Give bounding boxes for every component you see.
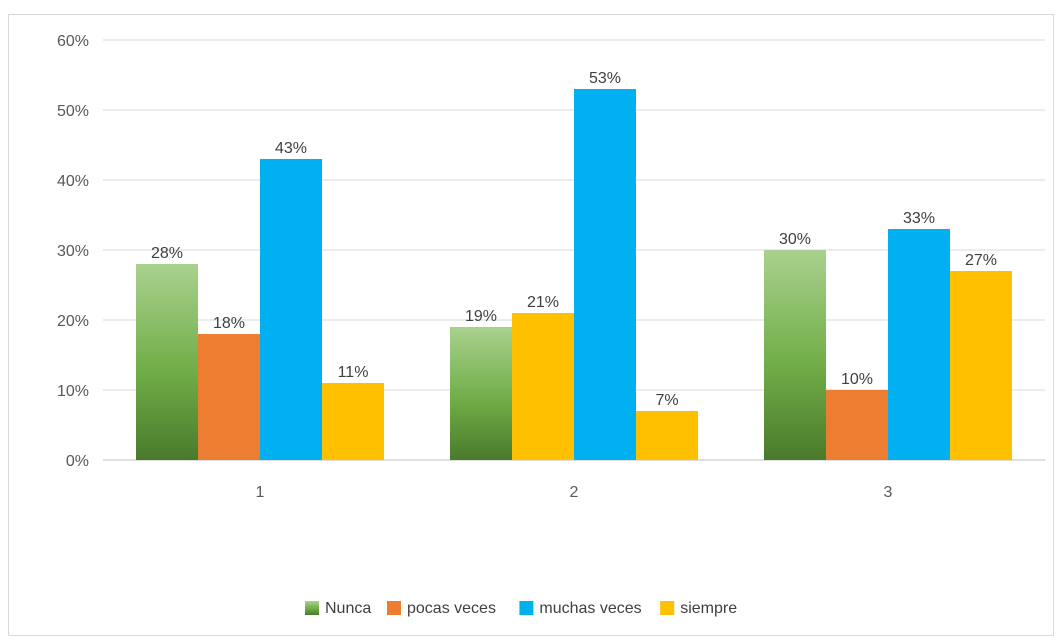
legend-swatch [519, 601, 534, 615]
legend-label: siempre [680, 600, 737, 617]
legend-swatch [387, 601, 401, 615]
legend-label: muchas veces [539, 600, 641, 617]
chart-area: 0% 10% 20% 30% 40% 50% 60% 28% 19% 30% 18% 10% 43% 5… [8, 14, 1054, 636]
bar-siempre-1 [322, 383, 384, 460]
y-tick-label: 0% [66, 453, 89, 470]
data-label: 53% [589, 70, 621, 87]
data-labels: 28% 19% 30% 18% 10% 43% 53% 33% 11% 27% 21% 7% [151, 70, 997, 409]
bar-nunca-3 [764, 250, 826, 460]
legend-label: pocas veces [407, 600, 496, 617]
data-label: 19% [465, 308, 497, 325]
data-label: 21% [527, 294, 559, 311]
bars [136, 89, 1012, 460]
bar-extra-2 [512, 313, 574, 460]
data-label: 28% [151, 245, 183, 262]
data-label: 33% [903, 210, 935, 227]
data-label: 27% [965, 252, 997, 269]
y-tick-label: 50% [57, 103, 89, 120]
legend: Nunca pocas veces muchas veces siempre [305, 600, 737, 617]
y-tick-label: 20% [57, 313, 89, 330]
bar-extra-2 [636, 411, 698, 460]
legend-label: Nunca [325, 600, 371, 617]
x-tick-label: 3 [884, 484, 893, 501]
data-label: 7% [655, 392, 678, 409]
x-tick-label: 1 [256, 484, 265, 501]
legend-swatch [660, 601, 675, 615]
x-tick-label: 2 [570, 484, 579, 501]
bar-nunca-1 [136, 264, 198, 460]
y-tick-label: 30% [57, 243, 89, 260]
y-tick-label: 60% [57, 33, 89, 50]
data-label: 30% [779, 231, 811, 248]
data-label: 11% [338, 364, 369, 381]
x-axis: 1 2 3 [256, 484, 893, 501]
bar-muchas-veces-1 [260, 159, 322, 460]
y-axis: 0% 10% 20% 30% 40% 50% 60% [57, 33, 89, 470]
data-label: 10% [841, 371, 873, 388]
bar-muchas-veces-2 [574, 89, 636, 460]
bar-pocas-veces-1 [198, 334, 260, 460]
y-tick-label: 40% [57, 173, 89, 190]
data-label: 18% [213, 315, 245, 332]
bar-muchas-veces-3 [888, 229, 950, 460]
legend-swatch [305, 601, 319, 615]
bar-chart: 0% 10% 20% 30% 40% 50% 60% 28% 19% 30% 18% 10% 43% 5… [57, 33, 1045, 617]
bar-siempre-3 [950, 271, 1012, 460]
bar-pocas-veces-3 [826, 390, 888, 460]
data-label: 43% [275, 140, 307, 157]
bar-nunca-2 [450, 327, 512, 460]
y-tick-label: 10% [57, 383, 89, 400]
